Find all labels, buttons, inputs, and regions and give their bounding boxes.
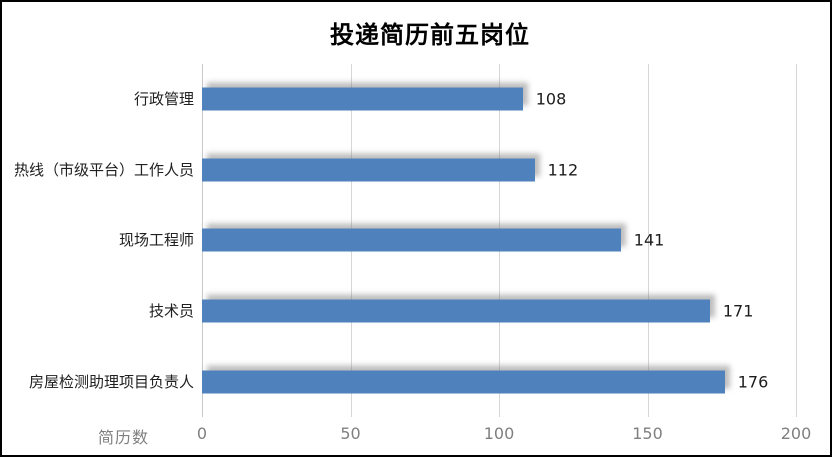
category-label-row: 技术员 <box>8 276 194 347</box>
bar-row: 171 <box>202 276 796 347</box>
x-tick-label: 200 <box>780 424 812 443</box>
gridline <box>647 64 649 417</box>
bar-value-label: 176 <box>737 372 769 392</box>
bar-171[interactable] <box>202 299 710 323</box>
x-tick-label: 100 <box>483 424 515 443</box>
category-label: 热线（市级平台）工作人员 <box>13 160 194 179</box>
x-tick-label: 50 <box>340 424 361 443</box>
bar-value-label: 108 <box>535 89 567 109</box>
x-tick-label: 0 <box>196 424 208 443</box>
bar-value-label: 112 <box>547 160 579 180</box>
category-label: 现场工程师 <box>118 231 194 250</box>
category-label-row: 热线（市级平台）工作人员 <box>8 135 194 206</box>
bar-176[interactable] <box>202 370 725 394</box>
category-label-row: 现场工程师 <box>8 205 194 276</box>
bar-112[interactable] <box>202 158 535 182</box>
category-label: 行政管理 <box>133 90 194 109</box>
bar-row: 112 <box>202 135 796 206</box>
gridline <box>796 64 797 417</box>
bar-row: 176 <box>202 346 796 417</box>
category-label: 房屋检测助理项目负责人 <box>28 372 194 391</box>
bar-row: 141 <box>202 205 796 276</box>
bar-141[interactable] <box>202 228 621 252</box>
value-axis: 0 50 100 150 200 <box>197 424 811 448</box>
plot-area: 108 112 141 171 176 <box>202 64 797 417</box>
chart-title: 投递简历前五岗位 <box>330 21 530 49</box>
category-label-row: 行政管理 <box>8 64 194 135</box>
x-tick-label: 150 <box>632 424 663 443</box>
category-label: 技术员 <box>148 302 194 321</box>
bar-108[interactable] <box>202 87 523 111</box>
bar-value-label: 141 <box>633 230 665 250</box>
category-axis: 行政管理热线（市级平台）工作人员现场工程师技术员房屋检测助理项目负责人 <box>8 64 194 417</box>
category-label-row: 房屋检测助理项目负责人 <box>8 346 194 417</box>
bar-value-label: 171 <box>722 301 754 321</box>
x-axis-title: 简历数 <box>98 428 150 447</box>
bar-row: 108 <box>202 64 796 135</box>
